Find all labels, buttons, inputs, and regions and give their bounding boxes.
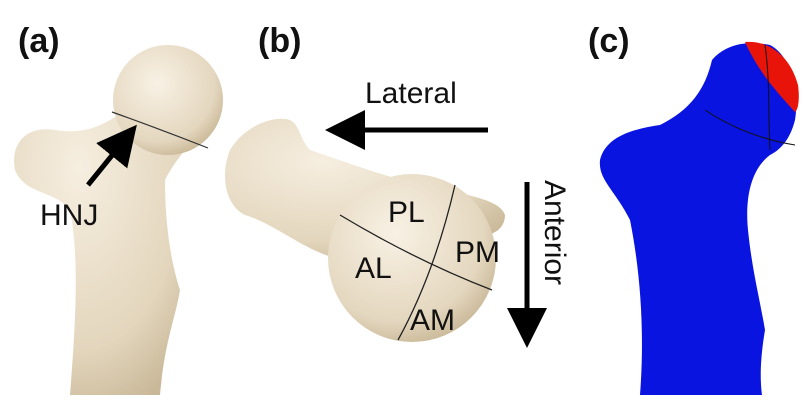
- annotation: HNJ: [40, 199, 98, 232]
- region-label: AL: [355, 252, 392, 285]
- panel-label: (b): [258, 22, 301, 60]
- region-label: AM: [410, 304, 455, 337]
- panel-a: (a) HNJ: [14, 22, 223, 395]
- femoral-head: [113, 45, 223, 155]
- page: (a) HNJ (b) Lateral Anterior PL PM AL AM…: [0, 0, 803, 403]
- figure: (a) HNJ (b) Lateral Anterior PL PM AL AM…: [0, 0, 803, 403]
- region-label: PL: [388, 196, 425, 229]
- region-label: PM: [455, 236, 500, 269]
- direction-label: Lateral: [365, 77, 457, 110]
- panel-c: (c): [588, 22, 799, 395]
- panel-b: (b) Lateral Anterior PL PM AL AM: [225, 22, 571, 342]
- direction-label: Anterior: [538, 180, 571, 285]
- panel-label: (c): [588, 22, 630, 60]
- panel-label: (a): [18, 22, 60, 60]
- femur-contour: [600, 43, 796, 395]
